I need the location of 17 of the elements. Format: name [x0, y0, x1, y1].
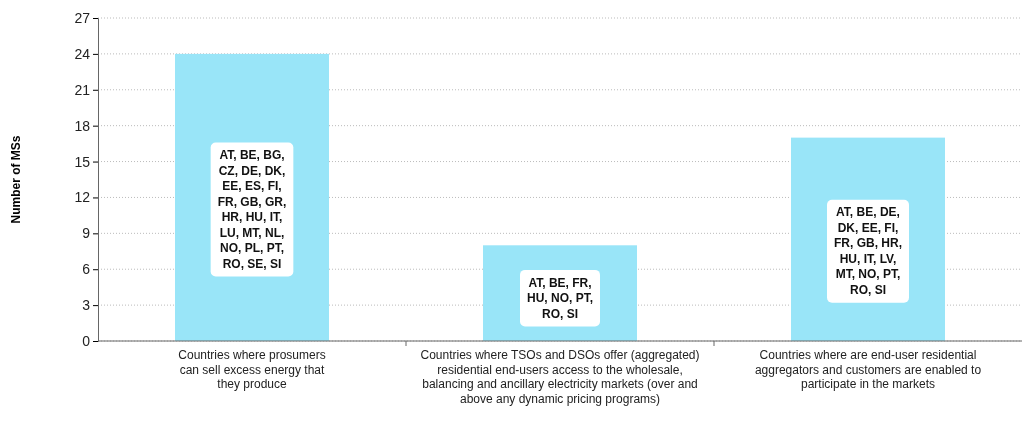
y-tick-label: 15 [74, 153, 91, 170]
y-tick-label: 21 [74, 81, 91, 98]
y-tick-label: 12 [74, 189, 91, 206]
y-tick-label: 9 [82, 225, 91, 242]
annotation: AT, BE, DE, DK, EE, FI, FR, GB, HR, HU, IT, LV, MT, NO, PT, RO, SI [834, 205, 902, 297]
y-tick-label: 24 [74, 45, 91, 62]
y-axis-title: Number of MSs [9, 135, 23, 224]
annotation: AT, BE, BG, CZ, DE, DK, EE, ES, FI, FR, GB, GR, HR, HU, IT, LU, MT, NL, NO, PL, PT, RO, SE, SI [217, 148, 287, 271]
y-tick-label: 0 [82, 332, 91, 349]
y-tick-label: 27 [74, 9, 91, 26]
y-tick-label: 3 [82, 297, 91, 314]
annotation: AT, BE, FR, HU, NO, PT, RO, SI [526, 275, 594, 321]
y-tick-label: 18 [74, 117, 91, 134]
x-tick-label: Countries where TSOs and DSOs offer (aggregated) residential end-users access to the wholesale, balancing and ancillary electricity markets (over and above any dynamic pricing programs) [420, 348, 700, 406]
x-tick-label: Countries where prosumers can sell excess energy that they produce [178, 348, 326, 391]
y-tick-label: 6 [82, 261, 91, 278]
x-tick-label: Countries where are end-user residential aggregators and customers are enabled to participate in the markets [754, 348, 982, 391]
